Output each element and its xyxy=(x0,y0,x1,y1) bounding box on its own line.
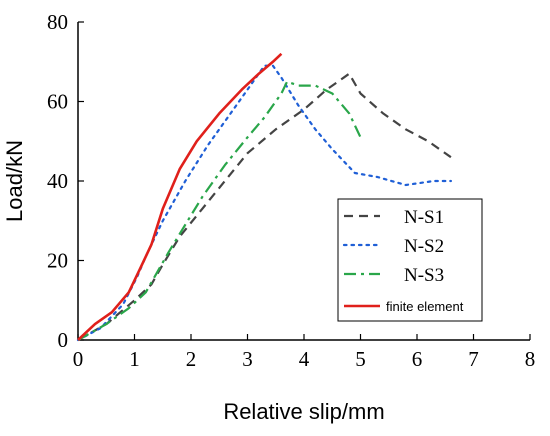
series-layer xyxy=(76,52,452,342)
x-tick-label: 8 xyxy=(525,347,536,371)
y-tick-label: 20 xyxy=(47,249,68,273)
x-ticks: 0 1 2 3 4 5 6 7 8 xyxy=(73,334,536,371)
x-tick-label: 7 xyxy=(468,347,479,371)
legend-items: N-S1 N-S2 N-S3 finite element xyxy=(342,207,464,314)
legend-label-n-s2: N-S2 xyxy=(404,236,444,257)
x-tick-label: 3 xyxy=(242,347,253,371)
x-tick-label: 4 xyxy=(299,347,310,371)
y-tick-label: 80 xyxy=(47,10,68,34)
series-line-finite-element xyxy=(77,52,283,341)
x-tick-label: 5 xyxy=(355,347,366,371)
y-axis-title: Load/kN xyxy=(2,140,27,222)
x-tick-label: 1 xyxy=(129,347,140,371)
y-ticks: 0 20 40 60 80 xyxy=(47,10,84,352)
y-tick-label: 40 xyxy=(47,169,68,193)
legend-box xyxy=(337,198,483,322)
series-line-n-s3 xyxy=(77,80,362,341)
x-tick-label: 2 xyxy=(186,347,197,371)
legend-label-n-s3: N-S3 xyxy=(404,265,444,286)
x-tick-label: 0 xyxy=(73,347,84,371)
legend-label-n-s1: N-S1 xyxy=(404,207,444,228)
legend-label-finite-element: finite element xyxy=(386,299,464,314)
x-tick-label: 6 xyxy=(412,347,423,371)
x-axis-title: Relative slip/mm xyxy=(223,399,384,424)
y-tick-label: 60 xyxy=(47,90,68,114)
y-tick-label: 0 xyxy=(58,328,69,352)
legend: N-S1 N-S2 N-S3 finite element xyxy=(337,198,483,322)
